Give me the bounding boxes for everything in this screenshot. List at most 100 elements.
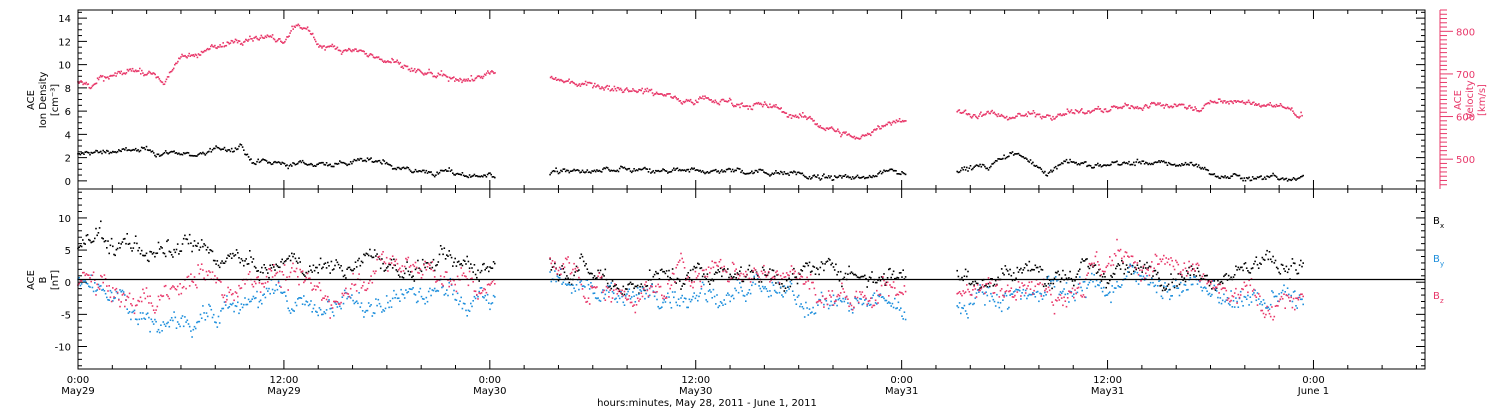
data-point xyxy=(107,299,109,301)
data-point xyxy=(389,263,392,266)
data-point xyxy=(1169,298,1171,301)
data-point xyxy=(211,316,214,319)
data-point xyxy=(1178,283,1181,286)
data-point xyxy=(889,168,891,171)
data-point xyxy=(363,159,365,162)
data-point xyxy=(1092,266,1094,268)
data-point xyxy=(400,66,403,68)
data-point xyxy=(705,299,707,301)
data-point xyxy=(1290,179,1292,182)
data-point xyxy=(221,45,223,48)
data-point xyxy=(197,264,199,266)
data-point xyxy=(479,76,482,79)
data-point xyxy=(312,307,315,310)
data-point xyxy=(360,302,363,304)
data-point xyxy=(837,128,839,131)
data-point xyxy=(1010,117,1012,120)
data-point xyxy=(681,257,683,260)
data-point xyxy=(375,270,377,272)
data-point xyxy=(283,260,286,263)
data-point xyxy=(572,81,574,84)
data-point xyxy=(764,286,766,288)
data-point xyxy=(827,128,830,130)
data-point xyxy=(721,302,723,304)
data-point xyxy=(707,97,709,99)
data-point xyxy=(1295,179,1297,181)
data-point xyxy=(268,268,270,270)
data-point xyxy=(204,50,207,52)
data-point xyxy=(104,278,107,280)
data-point xyxy=(608,296,610,298)
data-point xyxy=(957,109,960,112)
data-point xyxy=(621,289,623,292)
data-point xyxy=(88,86,91,89)
data-point xyxy=(623,290,626,293)
data-point xyxy=(813,266,816,268)
data-point xyxy=(756,102,759,105)
data-point xyxy=(1232,276,1235,278)
data-point xyxy=(433,75,435,77)
data-point xyxy=(301,159,304,162)
data-point xyxy=(216,146,219,149)
data-point xyxy=(1280,104,1283,107)
data-point xyxy=(668,93,670,95)
data-point xyxy=(655,91,658,94)
data-point xyxy=(682,282,685,285)
data-point xyxy=(758,276,760,278)
data-point xyxy=(309,277,311,280)
data-point xyxy=(749,105,752,108)
data-point xyxy=(767,173,770,176)
data-point xyxy=(733,170,735,173)
data-point xyxy=(711,170,713,172)
data-point xyxy=(332,45,335,48)
data-point xyxy=(682,100,685,103)
data-point xyxy=(407,256,410,259)
data-point xyxy=(791,290,794,292)
data-point xyxy=(859,137,862,140)
data-point xyxy=(791,114,794,117)
data-point xyxy=(1256,292,1259,294)
data-point xyxy=(562,168,565,170)
data-point xyxy=(777,273,780,276)
data-point xyxy=(326,46,328,48)
data-point xyxy=(823,303,825,306)
data-point xyxy=(92,151,95,154)
data-point xyxy=(1035,113,1038,116)
data-point xyxy=(796,296,799,298)
data-point xyxy=(239,261,241,264)
data-point xyxy=(96,150,98,152)
data-point xyxy=(375,255,377,257)
data-point xyxy=(1272,105,1275,108)
data-point xyxy=(222,296,225,299)
data-point xyxy=(812,120,814,122)
data-point xyxy=(894,169,896,172)
data-point xyxy=(1250,179,1253,182)
data-point xyxy=(401,265,404,267)
data-point xyxy=(1056,280,1058,282)
data-point xyxy=(895,170,897,172)
data-point xyxy=(430,294,432,297)
data-point xyxy=(626,288,628,290)
data-point xyxy=(454,298,456,301)
data-point xyxy=(902,172,904,174)
data-point xyxy=(89,153,91,156)
data-point xyxy=(1011,151,1014,153)
data-point xyxy=(785,112,788,114)
data-point xyxy=(419,287,422,290)
data-point xyxy=(352,269,354,272)
data-point xyxy=(701,281,704,284)
data-point xyxy=(558,274,561,276)
data-point xyxy=(1123,105,1125,108)
data-point xyxy=(205,270,208,273)
data-point xyxy=(1109,279,1111,282)
data-point xyxy=(657,93,660,95)
data-point xyxy=(808,175,811,178)
data-point xyxy=(379,305,382,308)
data-point xyxy=(596,297,598,300)
data-point xyxy=(156,153,159,156)
data-point xyxy=(811,270,813,273)
data-point xyxy=(964,291,967,293)
data-point xyxy=(249,300,251,303)
data-point xyxy=(1227,177,1230,179)
data-point xyxy=(223,45,225,48)
